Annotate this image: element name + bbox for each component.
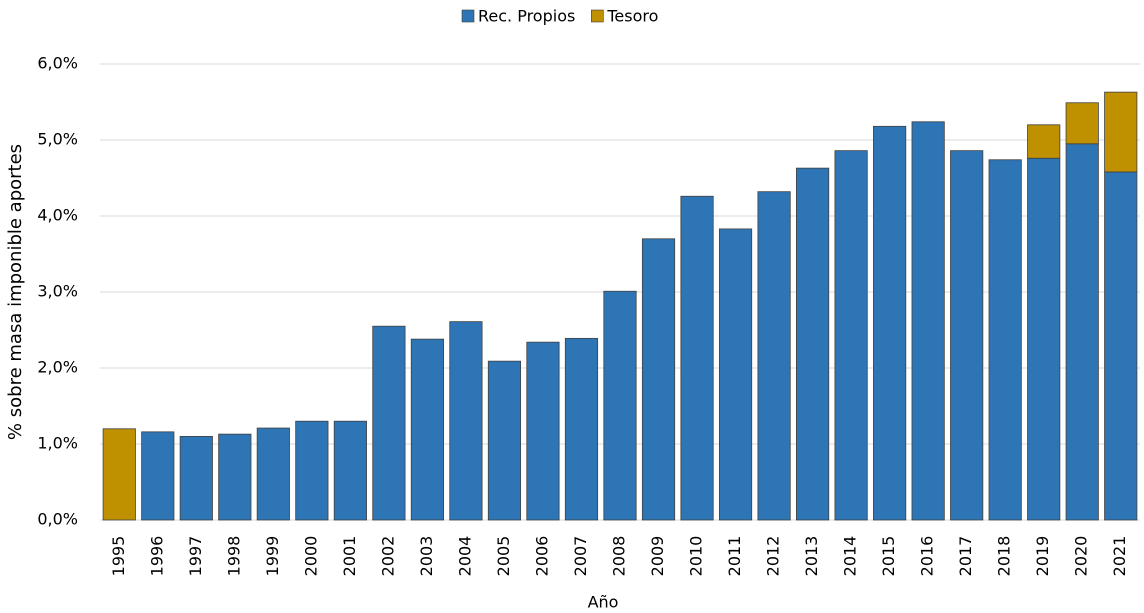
bar <box>449 321 483 521</box>
x-tick-label: 2021 <box>1110 536 1129 577</box>
bar <box>1065 102 1099 145</box>
bar <box>1104 91 1138 173</box>
x-tick-label: 2008 <box>610 536 629 577</box>
x-tick-label: 2002 <box>378 536 397 577</box>
x-tick-label: 2004 <box>455 536 474 577</box>
x-tick-label: 2009 <box>648 536 667 577</box>
y-tick-label: 3,0% <box>37 282 78 301</box>
bar <box>680 195 714 521</box>
x-tick-label: 2019 <box>1033 536 1052 577</box>
bar <box>1027 157 1061 521</box>
y-tick-label: 6,0% <box>37 54 78 73</box>
x-tick-label: 2020 <box>1072 536 1091 577</box>
x-tick-label: 1996 <box>147 536 166 577</box>
bar <box>1065 143 1099 521</box>
bar <box>102 428 136 521</box>
x-tick-label: 2007 <box>571 536 590 577</box>
y-tick-label: 5,0% <box>37 130 78 149</box>
legend-label: Rec. Propios <box>478 7 575 26</box>
bar <box>179 435 213 521</box>
y-tick-label: 0,0% <box>37 510 78 529</box>
bar <box>873 125 907 521</box>
x-tick-label: 1995 <box>109 536 128 577</box>
bar <box>526 341 560 521</box>
y-tick-label: 2,0% <box>37 358 78 377</box>
x-tick-label: 2015 <box>879 536 898 577</box>
bar <box>796 167 830 521</box>
legend-swatch <box>461 9 475 23</box>
bar <box>911 121 945 521</box>
x-tick-label: 2013 <box>802 536 821 577</box>
x-tick-label: 2014 <box>841 536 860 577</box>
bar <box>1027 124 1061 159</box>
y-tick-label: 1,0% <box>37 434 78 453</box>
legend-swatch <box>591 9 604 23</box>
bar <box>564 337 599 521</box>
x-tick-label: 2017 <box>956 536 975 577</box>
x-tick-label: 2016 <box>918 536 937 577</box>
x-tick-label: 2010 <box>687 536 706 577</box>
x-tick-label: 2003 <box>417 536 436 577</box>
bar <box>256 427 290 521</box>
bar <box>950 150 984 521</box>
x-tick-label: 2011 <box>725 536 744 577</box>
x-tick-label: 2018 <box>995 536 1014 577</box>
x-tick-label: 2001 <box>340 536 359 577</box>
y-tick-label: 4,0% <box>37 206 78 225</box>
bar <box>218 433 252 521</box>
y-axis-title: % sobre masa imponible aportes <box>5 144 26 440</box>
x-tick-label: 1999 <box>263 536 282 577</box>
bar <box>641 238 676 521</box>
bar <box>757 191 791 521</box>
x-tick-label: 1997 <box>186 536 205 577</box>
bar <box>603 290 637 521</box>
bar <box>295 420 329 521</box>
bar <box>372 325 406 521</box>
x-tick-label: 2006 <box>532 536 551 577</box>
bar <box>141 431 175 521</box>
x-tick-label: 2005 <box>494 536 513 577</box>
x-tick-label: 2012 <box>764 536 783 577</box>
bar <box>410 338 444 521</box>
legend-label: Tesoro <box>606 7 658 26</box>
bar <box>333 420 367 521</box>
bar <box>487 360 522 521</box>
bar <box>988 159 1022 521</box>
x-tick-label: 2000 <box>301 536 320 577</box>
bar <box>718 228 753 521</box>
x-tick-label: 1998 <box>224 536 243 577</box>
bar <box>1104 171 1138 521</box>
bar <box>834 150 868 521</box>
x-axis-title: Año <box>588 593 619 612</box>
